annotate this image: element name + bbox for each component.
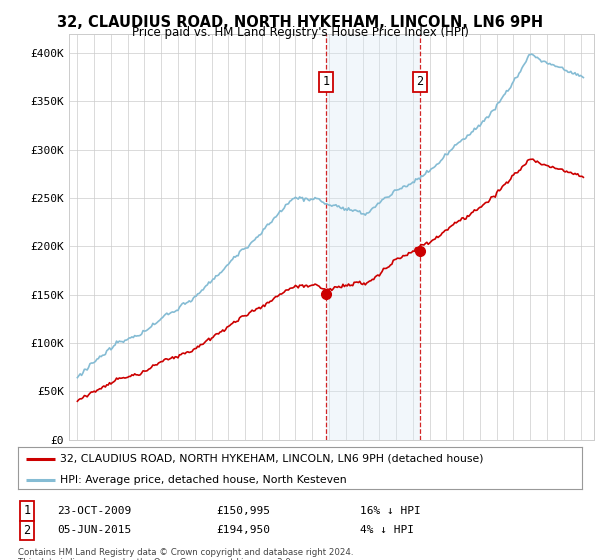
Text: HPI: Average price, detached house, North Kesteven: HPI: Average price, detached house, Nort… <box>60 475 347 484</box>
Text: £150,995: £150,995 <box>216 506 270 516</box>
Text: 4% ↓ HPI: 4% ↓ HPI <box>360 525 414 535</box>
Text: 32, CLAUDIUS ROAD, NORTH HYKEHAM, LINCOLN, LN6 9PH: 32, CLAUDIUS ROAD, NORTH HYKEHAM, LINCOL… <box>57 15 543 30</box>
Text: 1: 1 <box>322 76 329 88</box>
Text: Contains HM Land Registry data © Crown copyright and database right 2024.
This d: Contains HM Land Registry data © Crown c… <box>18 548 353 560</box>
Text: 05-JUN-2015: 05-JUN-2015 <box>57 525 131 535</box>
Text: £194,950: £194,950 <box>216 525 270 535</box>
Text: 16% ↓ HPI: 16% ↓ HPI <box>360 506 421 516</box>
Text: 2: 2 <box>23 524 31 537</box>
Text: 2: 2 <box>416 76 424 88</box>
Text: Price paid vs. HM Land Registry's House Price Index (HPI): Price paid vs. HM Land Registry's House … <box>131 26 469 39</box>
Text: 32, CLAUDIUS ROAD, NORTH HYKEHAM, LINCOLN, LN6 9PH (detached house): 32, CLAUDIUS ROAD, NORTH HYKEHAM, LINCOL… <box>60 454 484 464</box>
Text: 23-OCT-2009: 23-OCT-2009 <box>57 506 131 516</box>
Bar <box>326 34 420 440</box>
Text: 1: 1 <box>23 504 31 517</box>
